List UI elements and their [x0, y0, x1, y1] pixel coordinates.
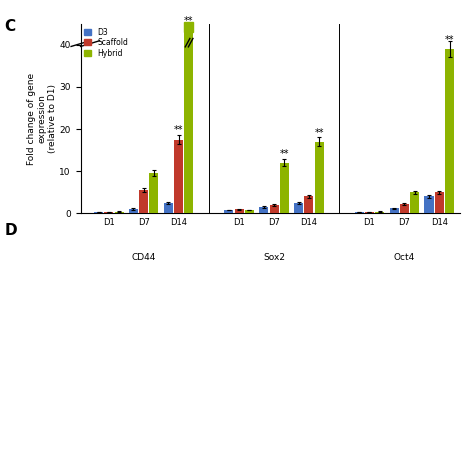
Text: **: **: [174, 125, 183, 136]
Bar: [224, 210, 233, 213]
Bar: [149, 173, 158, 213]
Text: **: **: [314, 128, 324, 138]
Text: **: **: [280, 149, 289, 159]
Bar: [304, 196, 313, 213]
Bar: [164, 203, 173, 213]
Bar: [445, 49, 454, 213]
Bar: [129, 209, 138, 213]
Bar: [115, 211, 124, 213]
Bar: [245, 210, 254, 213]
Bar: [235, 209, 244, 213]
Bar: [259, 207, 268, 213]
Bar: [139, 190, 148, 213]
Bar: [174, 139, 183, 213]
Bar: [400, 204, 409, 213]
Bar: [425, 196, 434, 213]
Legend: D3, Scaffold, Hybrid: D3, Scaffold, Hybrid: [84, 27, 128, 57]
Text: **: **: [445, 35, 454, 45]
Text: CD44: CD44: [131, 253, 156, 262]
Bar: [410, 192, 419, 213]
Bar: [104, 212, 113, 213]
Y-axis label: Fold change of gene
expression
(relative to D1): Fold change of gene expression (relative…: [27, 73, 56, 164]
Text: **: **: [184, 16, 193, 26]
Text: D: D: [5, 223, 18, 238]
Bar: [270, 205, 279, 213]
Text: C: C: [5, 19, 16, 34]
Bar: [280, 163, 289, 213]
Bar: [294, 203, 303, 213]
Bar: [365, 212, 374, 213]
Text: Sox2: Sox2: [263, 253, 285, 262]
Bar: [355, 212, 364, 213]
Bar: [315, 142, 324, 213]
Bar: [375, 211, 384, 213]
Bar: [184, 22, 193, 32]
Bar: [184, 32, 193, 213]
Text: Oct4: Oct4: [394, 253, 415, 262]
Bar: [94, 212, 103, 213]
Bar: [390, 208, 399, 213]
Bar: [435, 192, 444, 213]
